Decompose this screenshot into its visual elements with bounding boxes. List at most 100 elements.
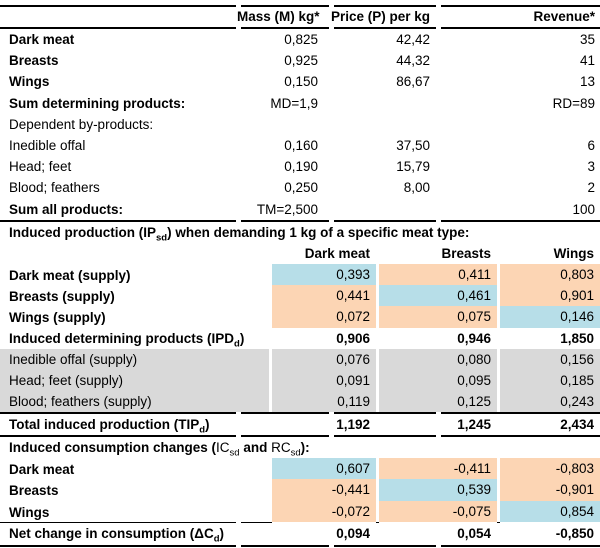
cell-revenue: 2 — [587, 180, 595, 196]
cell-price: 8,00 — [403, 180, 430, 196]
cell-mass: 0,925 — [284, 53, 318, 69]
cell-value: 0,411 — [379, 264, 497, 288]
table-row: Wings 0,150 86,67 13 — [0, 71, 600, 92]
cell-revenue: 6 — [587, 137, 595, 153]
table-row: Blood; feathers 0,250 8,00 2 — [0, 177, 600, 198]
row-label: Dark meat — [9, 462, 75, 478]
cell-value: 0,076 — [272, 348, 376, 371]
table-row: Sum determining products: MD=1,9 RD=89 — [0, 93, 600, 114]
table-row: Wings (supply) 0,072 0,075 0,146 — [0, 306, 600, 330]
row-label: Head; feet (supply) — [0, 370, 269, 392]
row-label: Sum all products: — [9, 201, 124, 217]
row-label: Dependent by-products: — [9, 116, 154, 132]
cell-value: 0,854 — [500, 500, 600, 524]
table-row: Breasts -0,441 0,539 -0,901 — [0, 479, 600, 503]
cell-revenue: 13 — [579, 74, 595, 90]
cell-value: 0,243 — [500, 391, 600, 413]
cell-value: -0,901 — [500, 479, 600, 503]
table-row: Net change in consumption (ΔCd) 0,094 0,… — [0, 523, 600, 544]
table-bottom-border — [0, 544, 600, 547]
column-header-price: Price (P) per kg — [330, 9, 430, 24]
cell-mass: 0,825 — [284, 32, 318, 47]
cell-mass: TM=2,500 — [256, 201, 318, 217]
cell-value: -0,803 — [500, 458, 600, 482]
cell-price: 86,67 — [396, 74, 430, 90]
cell-revenue: RD=89 — [552, 95, 595, 111]
top-header-row: Mass (M) kg* Price (P) per kg Revenue* — [0, 7, 600, 27]
cell-value: 0,441 — [272, 285, 376, 309]
table-row: Wings -0,072 -0,075 0,854 — [0, 500, 600, 524]
row-label: Inedible offal — [9, 137, 86, 153]
row-label: Dark meat (supply) — [9, 268, 131, 284]
cell-value: 0,539 — [379, 479, 497, 503]
column-header-wings: Wings — [553, 245, 594, 261]
column-header-dark-meat: Dark meat — [304, 245, 370, 261]
cell-value: 0,091 — [272, 370, 376, 392]
row-divider — [0, 412, 600, 414]
cell-value: 0,185 — [500, 370, 600, 392]
table-row: Sum all products: TM=2,500 100 — [0, 199, 600, 220]
production-header-row: Dark meat Breasts Wings — [0, 243, 600, 264]
cell-value: 0,146 — [500, 306, 600, 330]
cell-value: 0,080 — [379, 348, 497, 371]
column-header-mass: Mass (M) kg* — [237, 9, 320, 24]
cell-revenue: 3 — [587, 159, 595, 175]
cell-mass: 0,150 — [284, 74, 318, 90]
section-divider — [0, 219, 600, 222]
table-row: Breasts 0,925 44,32 41 — [0, 50, 600, 71]
row-label: Breasts — [9, 483, 59, 499]
table-row: Dark meat (supply) 0,393 0,411 0,803 — [0, 264, 600, 288]
table-row: Induced determining products (IPDd) 0,90… — [0, 328, 600, 349]
cell-value: 0,156 — [500, 348, 600, 371]
row-label: Induced determining products (IPDd) — [9, 330, 245, 349]
cell-value: -0,075 — [379, 500, 497, 524]
table-row: Inedible offal 0,160 37,50 6 — [0, 135, 600, 156]
cell-value: 1,850 — [560, 330, 594, 346]
cell-value: -0,411 — [379, 458, 497, 482]
cell-mass: 0,160 — [284, 137, 318, 153]
cell-value: 0,094 — [336, 526, 370, 542]
cell-value: 0,119 — [272, 391, 376, 413]
row-label: Net change in consumption (ΔCd) — [9, 526, 225, 545]
cell-mass: 0,250 — [284, 180, 318, 196]
cell-price: 42,42 — [396, 32, 430, 47]
section-divider — [0, 435, 600, 438]
table-row: Head; feet 0,190 15,79 3 — [0, 156, 600, 177]
cell-value: -0,441 — [272, 479, 376, 503]
column-header-breasts: Breasts — [441, 245, 491, 261]
row-label: Total induced production (TIPd) — [9, 416, 210, 436]
table-row: Dependent by-products: — [0, 114, 600, 135]
production-section-title: Induced production (IPsd) when demanding… — [9, 224, 470, 244]
cell-value: 0,946 — [457, 330, 491, 346]
table-row: Total induced production (TIPd) 1,192 1,… — [0, 414, 600, 435]
cell-value: 0,393 — [272, 264, 376, 288]
row-label: Breasts — [9, 53, 59, 69]
cell-value: 0,095 — [379, 370, 497, 392]
cell-value: 0,054 — [457, 526, 491, 542]
cell-revenue: 35 — [579, 32, 595, 47]
table-row: Blood; feathers (supply) 0,119 0,125 0,2… — [0, 391, 600, 413]
row-label: Sum determining products: — [9, 95, 186, 111]
table-top-border — [0, 5, 600, 7]
row-label: Breasts (supply) — [9, 289, 115, 305]
table-row: Dark meat 0,607 -0,411 -0,803 — [0, 458, 600, 482]
table-row: Breasts (supply) 0,441 0,461 0,901 — [0, 285, 600, 309]
cell-value: 0,072 — [272, 306, 376, 330]
consumption-section-title: Induced consumption changes (ICsd and RC… — [9, 440, 310, 459]
table-row: Inedible offal (supply) 0,076 0,080 0,15… — [0, 348, 600, 371]
row-label: Head; feet — [9, 159, 72, 175]
cell-value: 0,125 — [379, 391, 497, 413]
row-label: Inedible offal (supply) — [0, 348, 269, 371]
row-label: Blood; feathers — [9, 180, 100, 196]
row-label: Wings — [9, 504, 50, 520]
row-label: Blood; feathers (supply) — [0, 391, 269, 413]
row-label: Dark meat — [9, 32, 75, 47]
table-row: Dark meat 0,825 42,42 35 — [0, 29, 600, 50]
cell-price: 44,32 — [396, 53, 430, 69]
cell-value: -0,072 — [272, 500, 376, 524]
cell-value: -0,850 — [555, 526, 594, 542]
table-row: Head; feet (supply) 0,091 0,095 0,185 — [0, 370, 600, 392]
row-label: Wings (supply) — [9, 310, 106, 326]
cell-price: 37,50 — [396, 137, 430, 153]
